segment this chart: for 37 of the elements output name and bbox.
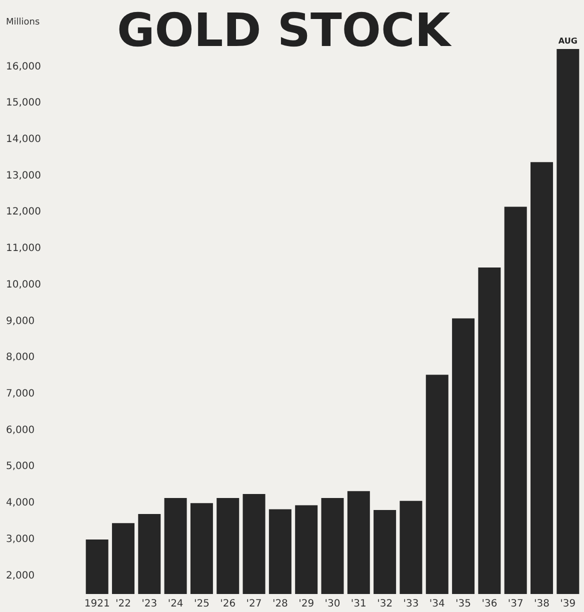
y-tick-label: 3,000	[6, 534, 35, 545]
x-tick-label: '39	[560, 598, 576, 610]
x-tick-label: '34	[429, 598, 445, 610]
x-tick-label: '23	[142, 598, 158, 610]
x-tick-label: '26	[220, 598, 236, 610]
chart-title: GOLD STOCK	[117, 3, 453, 57]
y-tick-label: 4,000	[6, 498, 35, 509]
y-tick-label: 2,000	[6, 570, 35, 582]
x-tick-label: '22	[115, 598, 131, 610]
x-tick-label: '31	[350, 598, 366, 610]
y-axis-title: Millions	[6, 18, 40, 28]
x-tick-label: '29	[298, 598, 314, 610]
x-tick-label: '24	[168, 598, 184, 610]
y-tick-label: 16,000	[6, 61, 41, 72]
x-tick-label: '32	[377, 598, 393, 610]
x-tick-label: '30	[324, 598, 340, 610]
y-tick-label: 9,000	[6, 316, 35, 327]
y-tick-label: 11,000	[6, 243, 41, 254]
x-tick-label: '38	[534, 598, 550, 610]
x-tick-label: '27	[246, 598, 262, 610]
y-tick-label: 12,000	[6, 206, 41, 218]
y-tick-label: 10,000	[6, 279, 41, 290]
y-tick-label: 6,000	[6, 424, 35, 436]
x-tick-label: 1921	[84, 598, 110, 610]
x-tick-label: '37	[508, 598, 524, 610]
x-tick-label: '28	[272, 598, 288, 610]
x-tick-label: '36	[482, 598, 498, 610]
x-tick-label: '35	[456, 598, 472, 610]
y-tick-label: 5,000	[6, 461, 35, 472]
y-tick-label: 13,000	[6, 170, 41, 182]
y-tick-label: 8,000	[6, 352, 35, 364]
x-tick-label: '33	[403, 598, 419, 610]
x-tick-label: '25	[194, 598, 210, 610]
y-tick-label: 15,000	[6, 98, 41, 109]
y-tick-label: 14,000	[6, 134, 41, 146]
annotation: AUG	[558, 36, 578, 46]
y-tick-label: 7,000	[6, 388, 35, 400]
